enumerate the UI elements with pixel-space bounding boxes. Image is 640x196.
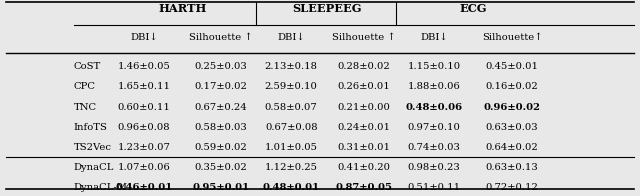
Text: ECG: ECG (460, 3, 486, 14)
Text: 0.67±0.24: 0.67±0.24 (195, 103, 247, 112)
Text: 0.95±0.01: 0.95±0.01 (192, 183, 250, 192)
Text: 0.35±0.02: 0.35±0.02 (195, 163, 247, 172)
Text: DBI↓: DBI↓ (277, 33, 305, 42)
Text: 0.58±0.07: 0.58±0.07 (265, 103, 317, 112)
Text: 0.41±0.20: 0.41±0.20 (337, 163, 390, 172)
Text: Silhouette↑: Silhouette↑ (482, 33, 542, 42)
Text: 1.12±0.25: 1.12±0.25 (265, 163, 317, 172)
Text: DBI↓: DBI↓ (420, 33, 448, 42)
Text: 0.26±0.01: 0.26±0.01 (337, 82, 390, 91)
Text: 1.65±0.11: 1.65±0.11 (118, 82, 170, 91)
Text: 0.96±0.02: 0.96±0.02 (483, 103, 541, 112)
Text: 1.46±0.05: 1.46±0.05 (118, 62, 170, 71)
Text: CoST: CoST (74, 62, 101, 71)
Text: TNC: TNC (74, 103, 97, 112)
Text: 0.46±0.01: 0.46±0.01 (115, 183, 173, 192)
Text: 2.59±0.10: 2.59±0.10 (265, 82, 317, 91)
Text: CPC: CPC (74, 82, 95, 91)
Text: 0.45±0.01: 0.45±0.01 (486, 62, 538, 71)
Text: 0.96±0.08: 0.96±0.08 (118, 123, 170, 132)
Text: 0.16±0.02: 0.16±0.02 (486, 82, 538, 91)
Text: 1.01±0.05: 1.01±0.05 (265, 143, 317, 152)
Text: 0.25±0.03: 0.25±0.03 (195, 62, 247, 71)
Text: 0.98±0.23: 0.98±0.23 (408, 163, 460, 172)
Text: 0.67±0.08: 0.67±0.08 (265, 123, 317, 132)
Text: InfoTS: InfoTS (74, 123, 108, 132)
Text: 0.63±0.03: 0.63±0.03 (486, 123, 538, 132)
Text: 1.15±0.10: 1.15±0.10 (407, 62, 461, 71)
Text: 0.17±0.02: 0.17±0.02 (195, 82, 247, 91)
Text: 0.72±0.12: 0.72±0.12 (486, 183, 538, 192)
Text: 1.88±0.06: 1.88±0.06 (408, 82, 460, 91)
Text: 0.48±0.01: 0.48±0.01 (262, 183, 320, 192)
Text: 2.13±0.18: 2.13±0.18 (265, 62, 317, 71)
Text: HARTH: HARTH (158, 3, 207, 14)
Text: 0.97±0.10: 0.97±0.10 (408, 123, 460, 132)
Text: 0.51±0.11: 0.51±0.11 (407, 183, 461, 192)
Text: Silhouette ↑: Silhouette ↑ (189, 33, 253, 42)
Text: 0.64±0.02: 0.64±0.02 (486, 143, 538, 152)
Text: 1.23±0.07: 1.23±0.07 (118, 143, 170, 152)
Text: 0.59±0.02: 0.59±0.02 (195, 143, 247, 152)
Text: 0.48±0.06: 0.48±0.06 (405, 103, 463, 112)
Text: 1.07±0.06: 1.07±0.06 (118, 163, 170, 172)
Text: 0.28±0.02: 0.28±0.02 (337, 62, 390, 71)
Text: 0.24±0.01: 0.24±0.01 (337, 123, 390, 132)
Text: 0.21±0.00: 0.21±0.00 (337, 103, 390, 112)
Text: DBI↓: DBI↓ (130, 33, 158, 42)
Text: 0.58±0.03: 0.58±0.03 (195, 123, 247, 132)
Text: SLEEPEEG: SLEEPEEG (292, 3, 362, 14)
Text: 0.60±0.11: 0.60±0.11 (118, 103, 170, 112)
Text: DynaCL-M: DynaCL-M (74, 183, 127, 192)
Text: DynaCL: DynaCL (74, 163, 114, 172)
Text: Silhouette ↑: Silhouette ↑ (332, 33, 396, 42)
Text: 0.63±0.13: 0.63±0.13 (486, 163, 538, 172)
Text: 0.74±0.03: 0.74±0.03 (408, 143, 460, 152)
Text: TS2Vec: TS2Vec (74, 143, 111, 152)
Text: 0.31±0.01: 0.31±0.01 (337, 143, 390, 152)
Text: 0.87±0.05: 0.87±0.05 (335, 183, 392, 192)
